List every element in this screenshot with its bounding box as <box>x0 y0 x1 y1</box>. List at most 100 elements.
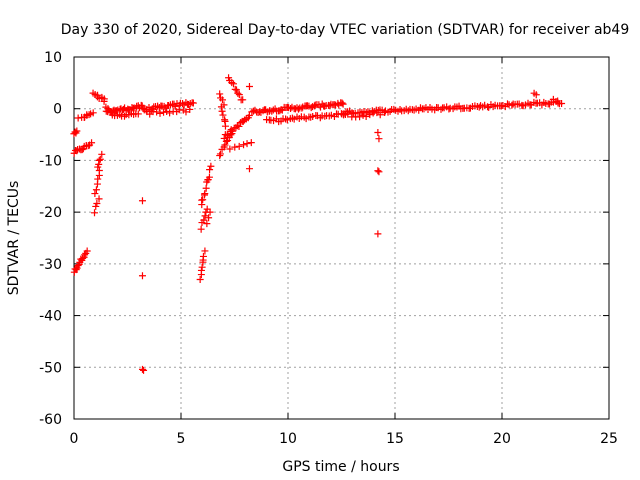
x-tick-label: 10 <box>279 431 297 447</box>
data-point <box>98 93 106 101</box>
data-point <box>249 107 257 115</box>
data-point <box>95 167 103 175</box>
data-point <box>375 135 383 143</box>
data-point <box>366 111 374 119</box>
data-point <box>339 100 347 108</box>
data-point <box>199 196 207 204</box>
data-point <box>243 140 251 148</box>
data-point <box>396 105 404 113</box>
x-tick-label: 25 <box>600 431 618 447</box>
x-tick-label: 15 <box>386 431 404 447</box>
data-point <box>558 100 566 108</box>
data-point <box>207 162 215 170</box>
data-point <box>218 96 226 104</box>
data-point <box>186 105 194 113</box>
data-point <box>160 108 168 116</box>
data-point <box>203 220 211 228</box>
data-point <box>89 109 97 117</box>
x-axis-label: GPS time / hours <box>282 459 399 475</box>
data-point <box>200 216 208 224</box>
data-point <box>88 139 96 147</box>
x-tick-label: 20 <box>493 431 511 447</box>
data-point <box>374 230 382 238</box>
data-point <box>95 195 103 203</box>
data-point <box>98 150 106 158</box>
plot-frame <box>73 56 610 420</box>
data-point <box>374 167 382 175</box>
data-point <box>245 165 253 173</box>
data-point <box>216 152 224 160</box>
data-point <box>100 97 108 105</box>
data-point <box>95 156 103 164</box>
data-point <box>338 99 346 107</box>
data-point <box>91 209 99 217</box>
data-point <box>375 168 383 176</box>
data-point <box>189 99 197 107</box>
data-point <box>221 122 229 130</box>
grid-lines <box>74 57 609 419</box>
data-point <box>92 186 100 194</box>
data-point <box>72 266 80 274</box>
data-point <box>156 109 164 117</box>
data-point <box>160 102 168 110</box>
data-point <box>381 108 389 116</box>
data-point <box>216 90 224 98</box>
data-point <box>94 91 102 99</box>
data-point <box>437 105 445 113</box>
data-point <box>153 108 161 116</box>
data-point <box>206 166 214 174</box>
data-point <box>326 102 334 110</box>
data-point <box>83 247 91 255</box>
data-point <box>245 82 253 90</box>
data-point <box>239 96 247 104</box>
data-point <box>201 190 209 198</box>
data-point <box>163 108 171 116</box>
data-point <box>197 266 205 274</box>
data-point <box>235 142 243 150</box>
data-point <box>356 113 364 121</box>
data-point <box>120 112 128 120</box>
data-point <box>223 132 231 140</box>
data-point <box>197 225 205 233</box>
data-point <box>233 86 241 94</box>
data-point <box>376 111 384 119</box>
data-point <box>205 214 213 222</box>
data-point <box>81 113 89 121</box>
data-point <box>205 173 213 181</box>
data-point <box>199 252 207 260</box>
data-point <box>294 105 302 113</box>
data-point <box>81 251 89 259</box>
data-point <box>549 95 557 103</box>
data-point <box>554 97 562 105</box>
data-point <box>201 247 209 255</box>
data-point <box>74 262 82 270</box>
data-point <box>359 111 367 119</box>
data-point <box>240 141 248 149</box>
data-point <box>247 139 255 147</box>
data-point <box>71 128 79 136</box>
data-point <box>140 366 148 374</box>
data-point <box>321 102 329 110</box>
chart-title: Day 330 of 2020, Sidereal Day-to-day VTE… <box>61 22 630 38</box>
y-tick-label: -60 <box>39 412 62 428</box>
data-point <box>166 109 174 117</box>
data-point <box>179 100 187 108</box>
data-point <box>233 122 241 130</box>
data-point <box>362 112 370 120</box>
data-point <box>221 141 229 149</box>
y-axis-label: SDTVAR / TECUs <box>6 181 22 296</box>
y-tick-label: -30 <box>39 257 62 273</box>
x-tick-label: 0 <box>70 431 79 447</box>
data-point <box>309 112 317 120</box>
data-point <box>196 275 204 283</box>
data-point <box>94 175 102 183</box>
data-point <box>226 145 234 153</box>
data-point <box>216 150 224 158</box>
data-point <box>241 116 249 124</box>
y-tick-label: -50 <box>39 360 62 376</box>
data-points <box>70 74 566 374</box>
axis-ticks: 0 5 10 15 20 25 10 0 -10 -20 -30 -40 -50 -60 <box>39 50 618 447</box>
data-point <box>317 103 325 111</box>
data-point <box>93 199 101 207</box>
